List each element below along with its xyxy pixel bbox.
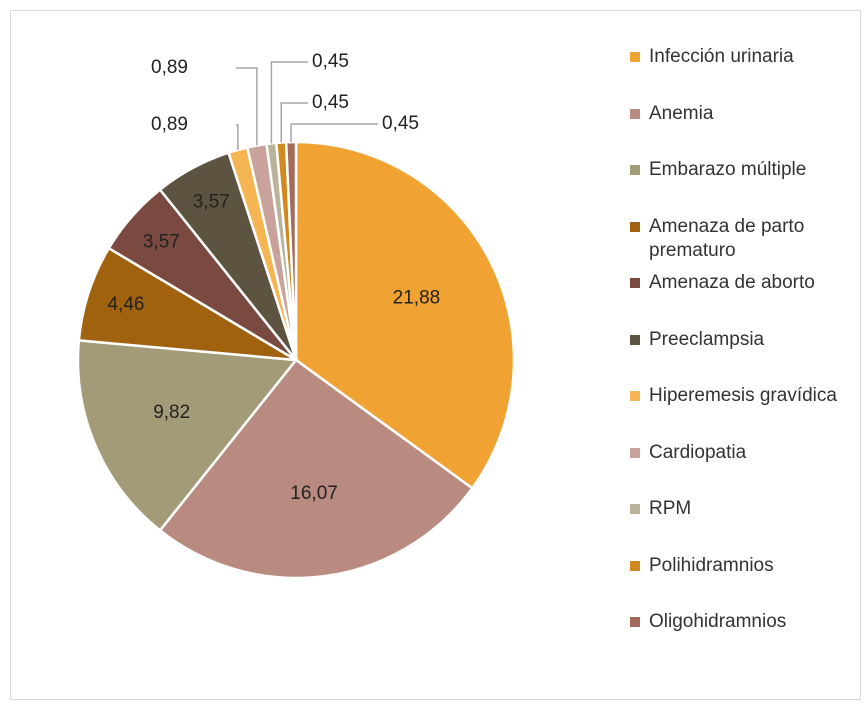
legend-item: Polihidramnios — [630, 554, 840, 578]
legend-swatch — [630, 334, 640, 345]
legend-label: Amenaza de aborto — [649, 272, 815, 293]
leader-line — [270, 61, 308, 144]
data-label: 3,57 — [193, 192, 230, 213]
legend-swatch — [630, 504, 640, 514]
data-label: 9,82 — [153, 402, 190, 423]
legend-label: Oligohidramnios — [649, 611, 787, 632]
legend-swatch — [630, 108, 640, 119]
pie-slice — [158, 358, 475, 580]
legend-label: Hiperemesis gravídica — [649, 385, 837, 406]
data-label: 0,45 — [312, 51, 349, 72]
legend-label: RPM — [649, 498, 692, 519]
legend-label: Anemia — [649, 102, 714, 124]
data-label: 21,88 — [393, 288, 441, 309]
data-label: 16,07 — [290, 483, 338, 504]
pie-slice — [294, 140, 516, 490]
legend-swatch — [630, 391, 640, 401]
legend-swatch — [630, 447, 640, 458]
legend-label: Embarazo múltiple — [649, 159, 807, 180]
data-label: 0,45 — [382, 113, 419, 134]
legend-label: Preeclampsia — [649, 328, 765, 350]
leader-line — [236, 67, 258, 146]
legend-item: RPM — [630, 497, 840, 521]
legend-swatch — [630, 617, 640, 627]
pie-slice — [76, 339, 299, 533]
legend-swatch — [630, 560, 640, 571]
data-label: 0,89 — [151, 114, 188, 135]
legend-label: Polihidramnios — [649, 554, 774, 576]
legend-swatch — [630, 165, 640, 175]
legend-swatch — [630, 221, 640, 232]
legend-item: Hiperemesis gravídica — [630, 384, 840, 408]
legend-item: Infección urinaria — [630, 45, 840, 69]
legend-label: Cardiopatia — [649, 441, 747, 463]
legend-label: Infección urinaria — [649, 46, 794, 67]
legend-swatch — [630, 52, 640, 62]
leader-line — [236, 124, 239, 150]
legend-item: Cardiopatia — [630, 441, 840, 465]
legend-label: Amenaza de parto prematuro — [649, 215, 805, 261]
data-label: 0,89 — [151, 57, 188, 78]
legend-item: Anemia — [630, 102, 840, 126]
legend-item: Amenaza de aborto — [630, 271, 840, 295]
legend-item: Preeclampsia — [630, 328, 840, 352]
leader-line — [290, 123, 378, 143]
data-label: 3,57 — [143, 231, 180, 252]
data-label: 0,45 — [312, 92, 349, 113]
legend-item: Embarazo múltiple — [630, 158, 840, 182]
legend-swatch — [630, 278, 640, 288]
leader-line — [280, 102, 308, 143]
legend-item: Oligohidramnios — [630, 610, 840, 634]
legend-item: Amenaza de parto prematuro — [630, 215, 840, 263]
data-label: 4,46 — [107, 294, 144, 315]
